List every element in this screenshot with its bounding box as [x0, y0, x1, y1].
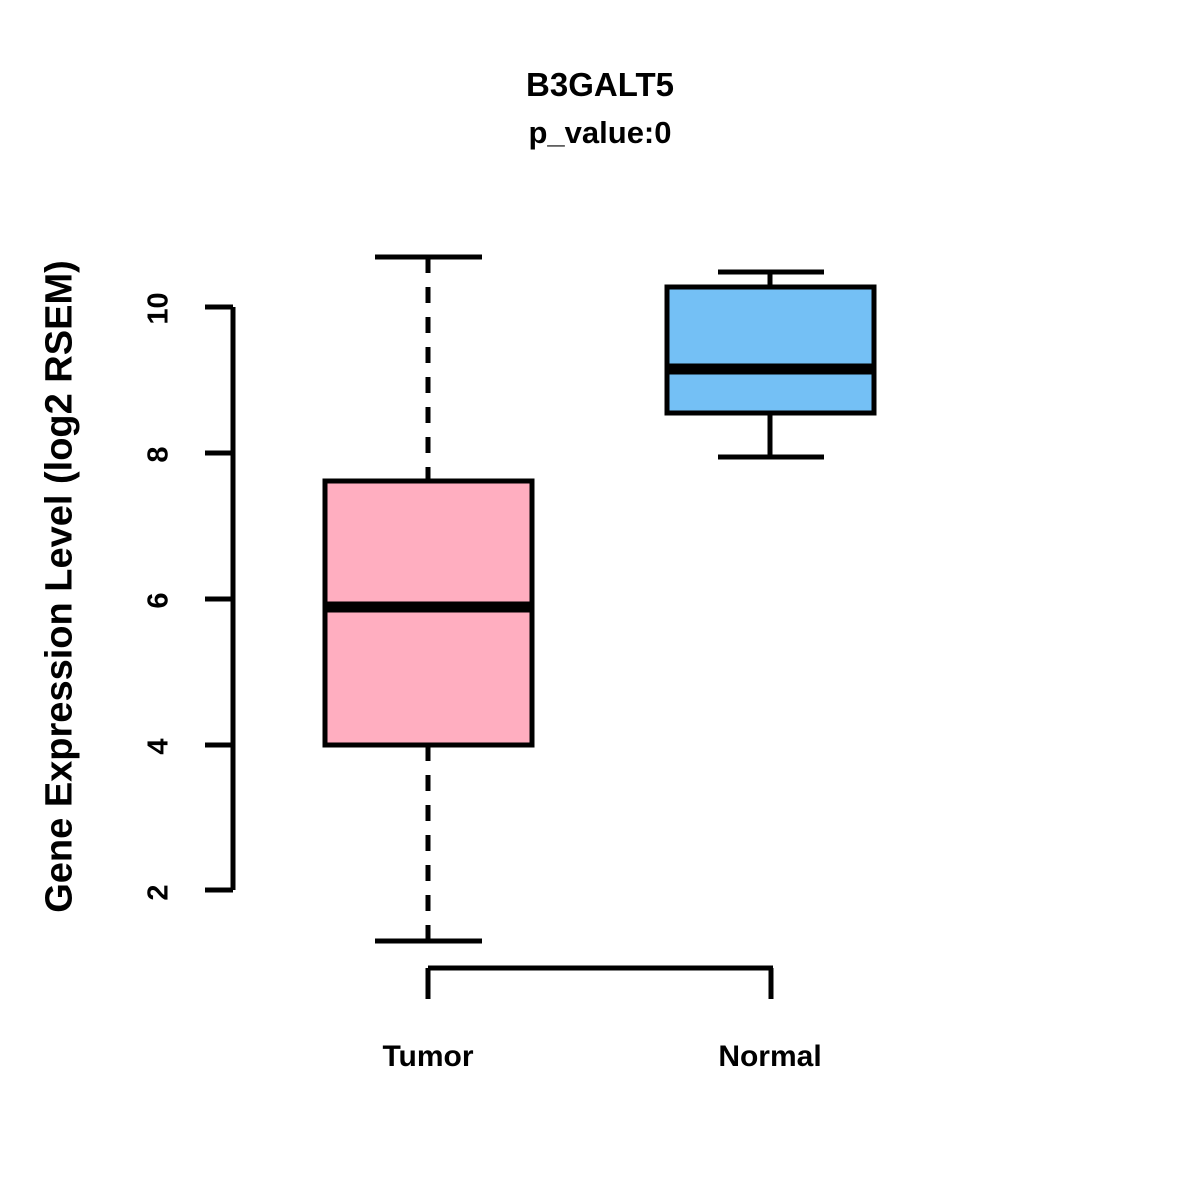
x-tick-label-normal: Normal — [718, 1040, 822, 1073]
x-axis — [425, 965, 774, 999]
y-axis — [205, 304, 236, 893]
x-tick-label-tumor: Tumor — [382, 1040, 474, 1073]
box-body-tumor — [322, 478, 535, 748]
box-tumor — [322, 254, 535, 944]
box-normal — [664, 269, 877, 460]
page-title: B3GALT5 — [526, 66, 674, 103]
plot-subtitle-pvalue: p_value:0 — [528, 115, 672, 150]
box-body-normal — [664, 284, 877, 416]
